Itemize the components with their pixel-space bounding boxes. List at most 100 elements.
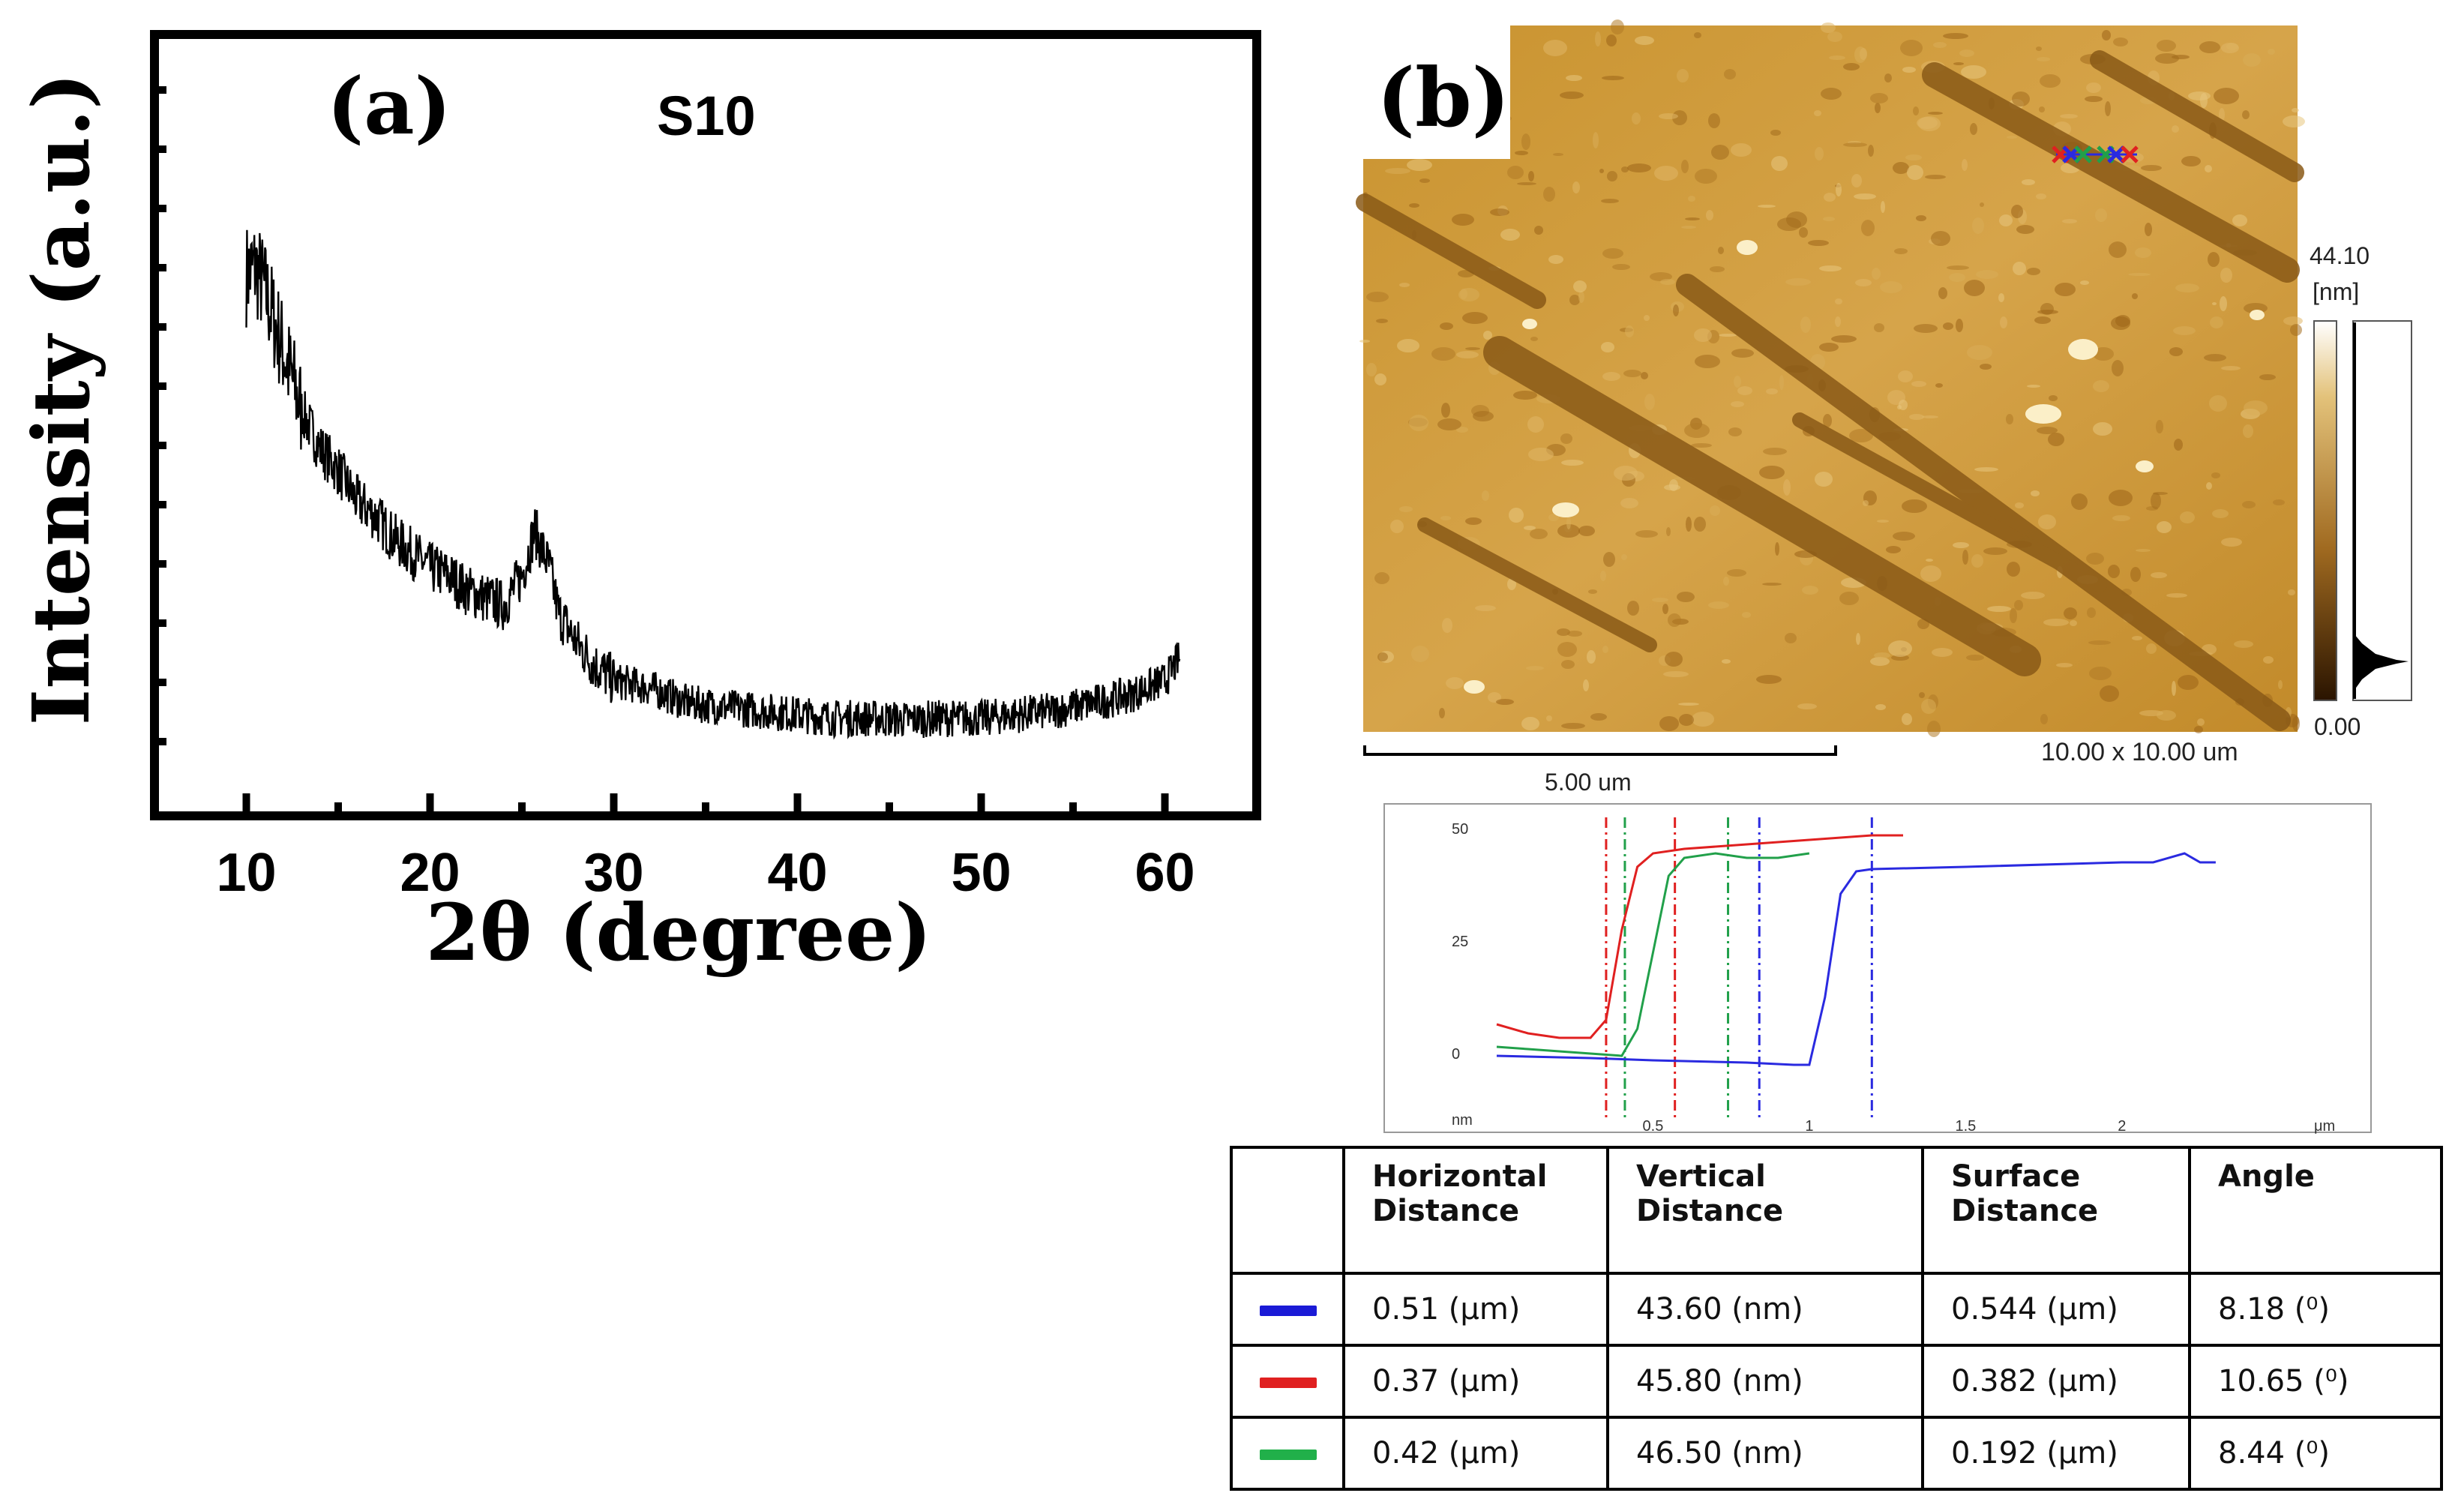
afm-texture-speck [2010, 608, 2017, 623]
afm-texture-speck [1599, 169, 1604, 173]
afm-texture-speck [1654, 166, 1678, 181]
afm-texture-speck [2039, 106, 2045, 112]
afm-texture-speck [2006, 414, 2013, 424]
afm-texture-speck [1507, 578, 1516, 590]
afm-texture-speck [1475, 605, 1496, 611]
afm-texture-speck [1578, 291, 1584, 303]
afm-texture-speck [1966, 655, 1984, 661]
afm-texture-speck [1673, 304, 1679, 316]
afm-texture-speck [1600, 571, 1606, 581]
afm-texture-speck [1625, 325, 1634, 337]
blue-line-swatch [1260, 1306, 1317, 1316]
afm-texture-speck [1679, 714, 1694, 726]
afm-texture-speck [1465, 517, 1482, 525]
afm-texture-speck [1374, 373, 1386, 385]
afm-texture-speck [2220, 296, 2227, 311]
afm-texture-speck [1756, 675, 1782, 684]
xrd-y-axis-label: Intensity (a.u.) [15, 73, 107, 726]
afm-texture-speck [2016, 225, 2034, 234]
afm-texture-speck [1710, 505, 1720, 516]
afm-texture-speck [2151, 572, 2167, 578]
afm-texture-speck [1928, 112, 1943, 115]
afm-texture-speck [1854, 46, 1866, 63]
afm-texture-speck [1601, 199, 1619, 203]
afm-texture-speck [1439, 708, 1445, 718]
afm-texture-speck [2156, 420, 2163, 433]
afm-texture-speck [1399, 506, 1413, 512]
afm-texture-speck [1442, 618, 1452, 633]
afm-texture-speck [2145, 223, 2152, 236]
afm-texture-speck [1708, 601, 1729, 609]
afm-texture-speck [2060, 114, 2078, 118]
afm-texture-speck [1691, 443, 1712, 448]
table-cell: 0.382 (μm) [1921, 1344, 2191, 1419]
afm-texture-speck [1800, 316, 1811, 333]
afm-texture-speck [2283, 115, 2305, 127]
afm-texture-speck [1635, 530, 1658, 538]
afm-texture-speck [1980, 364, 1992, 370]
afm-texture-speck [2263, 656, 2274, 664]
afm-texture-speck [1521, 717, 1539, 730]
afm-texture-speck [1458, 288, 1479, 301]
afm-texture-speck [1488, 692, 1501, 703]
afm-texture-speck [1668, 613, 1681, 627]
afm-texture-speck [1620, 498, 1638, 508]
afm-texture-speck [2259, 374, 2276, 380]
afm-texture-speck [1437, 418, 1461, 430]
afm-texture-speck [1601, 342, 1614, 352]
afm-texture-speck [1998, 293, 2004, 302]
afm-texture-speck [1588, 589, 1597, 594]
afm-texture-speck [1815, 472, 1833, 487]
afm-texture-speck [2209, 395, 2227, 412]
afm-texture-speck [2173, 326, 2196, 335]
afm-texture-speck [2243, 424, 2253, 438]
afm-texture-speck [2014, 600, 2023, 610]
afm-texture-speck [1731, 349, 1754, 358]
afm-texture-speck [2085, 96, 2103, 102]
table-cell: 0.42 (μm) [1342, 1416, 1609, 1491]
table-row: 0.37 (μm) 45.80 (nm) 0.382 (μm) 10.65 (⁰… [1230, 1344, 2443, 1419]
afm-texture-speck [1548, 514, 1559, 521]
afm-texture-speck [1785, 633, 1797, 643]
afm-texture-speck [1932, 648, 1953, 657]
afm-texture-speck [1849, 429, 1873, 442]
afm-texture-speck [1686, 517, 1692, 532]
afm-texture-speck [1627, 163, 1651, 172]
afm-texture-speck [2136, 549, 2151, 552]
afm-texture-speck [1758, 205, 1776, 208]
afm-texture-speck [1919, 692, 1925, 698]
afm-texture-speck [2070, 620, 2077, 626]
afm-texture-speck [1517, 182, 1536, 185]
afm-texture-speck [1893, 162, 1909, 174]
afm-texture-speck [1823, 414, 1832, 427]
afm-texture-speck [1409, 415, 1428, 431]
afm-texture-speck [1509, 508, 1524, 523]
table-header-row: Horizontal Distance Vertical Distance Su… [1230, 1146, 2443, 1275]
afm-texture-speck [2027, 268, 2040, 275]
afm-texture-speck [2112, 515, 2130, 521]
afm-texture-speck [1983, 547, 2007, 555]
afm-texture-speck [1964, 280, 1985, 296]
afm-texture-speck [2283, 316, 2303, 325]
afm-texture-speck [1692, 712, 1714, 727]
afm-texture-speck [2036, 46, 2042, 51]
afm-texture-speck [1727, 569, 1746, 577]
afm-texture-speck [1921, 699, 1936, 714]
afm-texture-speck [1888, 640, 1912, 657]
afm-texture-speck [1376, 319, 1388, 323]
afm-texture-speck [1824, 193, 1836, 202]
afm-texture-speck [2037, 310, 2058, 314]
afm-texture-speck [1870, 93, 1888, 103]
afm-texture-speck [1728, 427, 1742, 436]
xrd-plot-frame [150, 30, 1261, 820]
afm-texture-speck [2181, 156, 2201, 166]
afm-texture-speck [1560, 91, 1584, 99]
afm-texture-speck [2199, 41, 2220, 53]
afm-texture-speck [2221, 366, 2241, 370]
afm-texture-speck [2105, 101, 2111, 116]
afm-texture-speck [1534, 226, 1543, 235]
afm-texture-speck [2130, 567, 2141, 582]
afm-texture-speck [1567, 631, 1582, 637]
afm-texture-speck [1500, 229, 1520, 241]
xrd-chart-title: S10 [657, 85, 756, 147]
